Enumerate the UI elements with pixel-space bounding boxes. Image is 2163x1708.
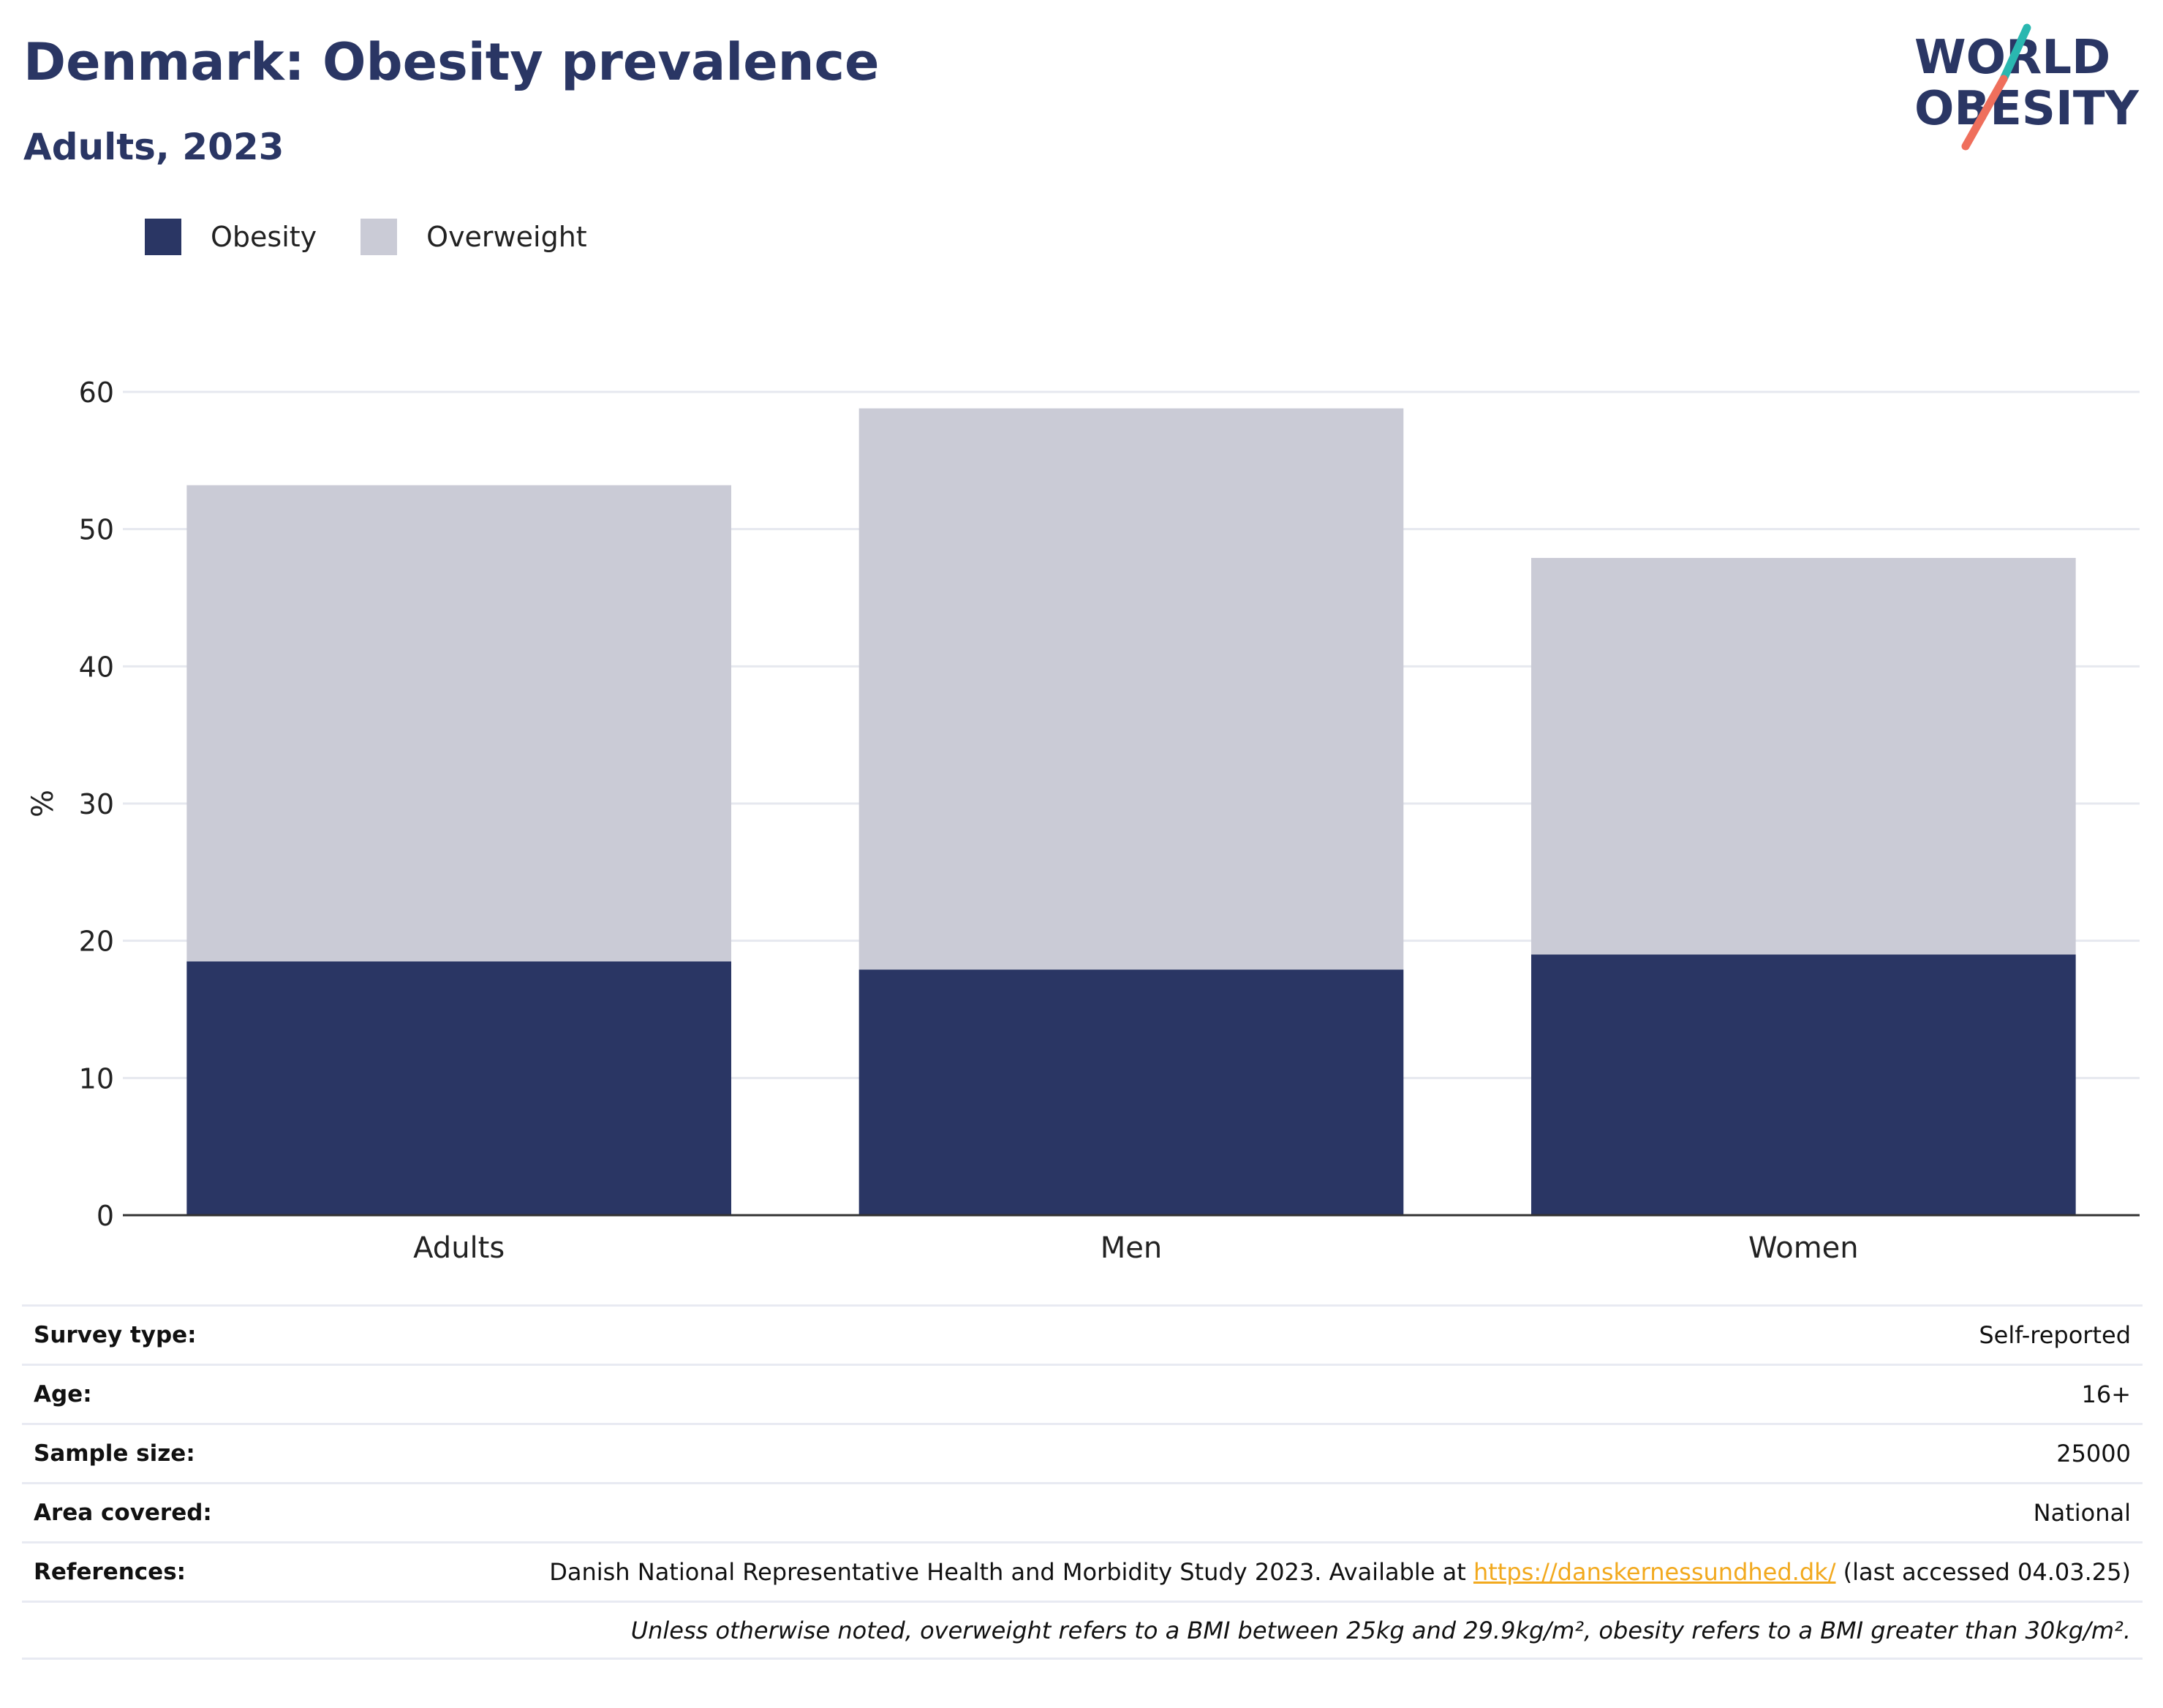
detail-row-sample-size: Sample size: 25000 [22,1423,2143,1482]
y-tick-label: 20 [79,926,114,958]
bmi-definition-note: Unless otherwise noted, overweight refer… [630,1616,2131,1644]
bar-obesity-men [858,970,1404,1215]
detail-label-survey-type: Survey type: [34,1322,197,1348]
references-text: Danish National Representative Health an… [549,1558,1473,1586]
detail-row-references: References: Danish National Representati… [22,1541,2143,1601]
detail-label-sample-size: Sample size: [34,1440,195,1467]
references-link[interactable]: https://danskernessundhed.dk/ [1473,1558,1836,1586]
detail-label-area: Area covered: [34,1500,212,1526]
bar-overweight-women [1531,558,2076,955]
detail-row-area: Area covered: National [22,1482,2143,1541]
bar-overweight-adults [186,485,731,961]
chart-title: Denmark: Obesity prevalence [23,32,880,92]
x-tick-label: Women [1748,1231,1859,1265]
world-obesity-logo: WORLD OBESITY [1914,23,2139,151]
detail-label-references: References: [34,1559,186,1585]
detail-value-references: Danish National Representative Health an… [549,1558,2131,1586]
chart-legend: Obesity Overweight [145,218,631,256]
bar-obesity-women [1531,954,2076,1215]
y-axis-label: % [26,790,60,817]
detail-value-age: 16+ [2081,1380,2131,1408]
legend-label-overweight: Overweight [426,221,587,253]
detail-value-sample-size: 25000 [2056,1440,2131,1467]
y-tick-label: 0 [97,1200,114,1232]
detail-label-age: Age: [34,1381,92,1407]
logo-teal-stroke [1999,23,2031,83]
bar-obesity-adults [186,961,731,1215]
legend-item-obesity[interactable]: Obesity [145,219,317,255]
references-accessed: (last accessed 04.03.25) [1835,1558,2131,1586]
detail-row-age: Age: 16+ [22,1364,2143,1423]
legend-swatch-overweight [360,219,398,255]
logo-coral-stroke [1961,75,2008,151]
detail-value-survey-type: Self-reported [1979,1321,2131,1349]
x-tick-label: Men [1101,1231,1162,1265]
stacked-bar-chart: 0 10 20 30 40 50 60% Adults Men Women [26,377,2140,1265]
logo-line-2: OBESITY [1914,82,2139,136]
x-tick-label: Adults [413,1231,505,1265]
y-tick-label: 30 [79,788,114,820]
survey-details-table: Survey type: Self-reported Age: 16+ Samp… [22,1304,2143,1660]
detail-row-survey-type: Survey type: Self-reported [22,1304,2143,1364]
detail-value-area: National [2033,1499,2131,1527]
y-tick-label: 60 [79,377,114,409]
bar-overweight-men [858,408,1404,970]
legend-item-overweight[interactable]: Overweight [360,219,587,255]
legend-swatch-obesity [145,219,181,255]
y-tick-label: 40 [79,651,114,683]
detail-row-note: Unless otherwise noted, overweight refer… [22,1601,2143,1660]
legend-label-obesity: Obesity [211,221,317,253]
y-tick-label: 50 [79,514,114,546]
chart-subtitle: Adults, 2023 [23,126,284,168]
y-tick-label: 10 [79,1062,114,1095]
